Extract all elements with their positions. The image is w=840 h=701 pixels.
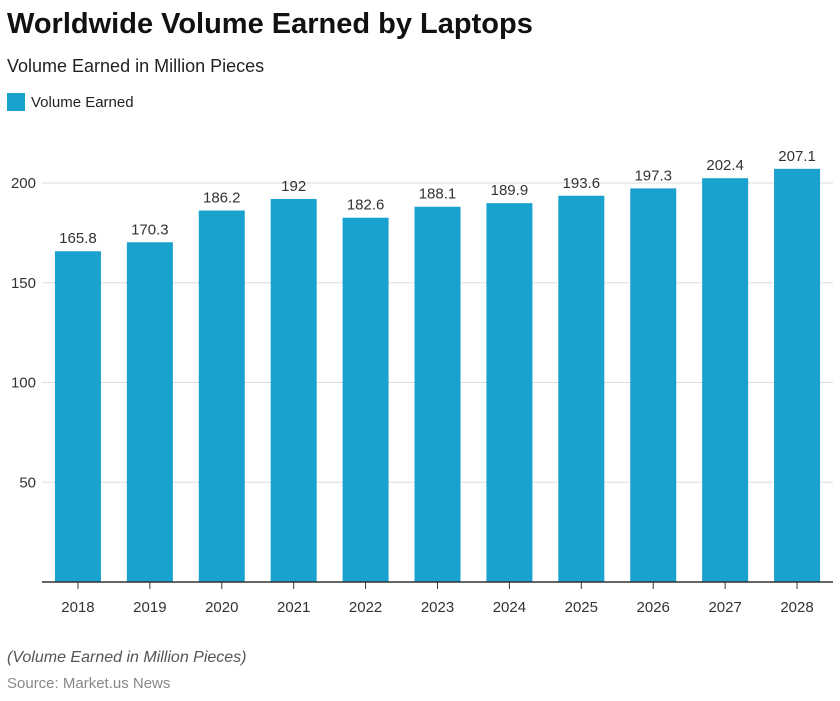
bar bbox=[198, 210, 245, 582]
bar bbox=[54, 251, 101, 582]
footnote: (Volume Earned in Million Pieces) bbox=[7, 649, 247, 666]
data-label: 197.3 bbox=[634, 167, 672, 184]
x-tick-label: 2019 bbox=[133, 599, 166, 616]
x-tick-label: 2025 bbox=[565, 599, 598, 616]
data-label: 165.8 bbox=[59, 230, 97, 247]
x-tick-label: 2026 bbox=[637, 599, 670, 616]
bar bbox=[486, 203, 533, 582]
data-label: 170.3 bbox=[131, 221, 169, 238]
y-tick-label: 50 bbox=[19, 474, 36, 491]
legend-label: Volume Earned bbox=[31, 93, 134, 111]
bar bbox=[630, 188, 677, 582]
data-label: 193.6 bbox=[563, 175, 601, 192]
y-tick-label: 100 bbox=[11, 375, 36, 392]
y-tick-label: 200 bbox=[11, 175, 36, 192]
x-tick-label: 2021 bbox=[277, 599, 310, 616]
x-tick-label: 2024 bbox=[493, 599, 526, 616]
legend-swatch bbox=[7, 93, 25, 111]
data-label: 186.2 bbox=[203, 190, 241, 207]
bar-chart: 50 100 150 200 165.8 2018 170.3 2019 186.2 2020 19… bbox=[11, 148, 833, 616]
bar bbox=[126, 242, 173, 582]
y-tick-label: 150 bbox=[11, 275, 36, 292]
x-tick-label: 2028 bbox=[780, 599, 813, 616]
x-tick-label: 2020 bbox=[205, 599, 238, 616]
bar bbox=[342, 217, 389, 582]
chart-subtitle: Volume Earned in Million Pieces bbox=[7, 56, 265, 76]
source: Source: Market.us News bbox=[7, 675, 171, 692]
data-label: 207.1 bbox=[778, 148, 816, 165]
data-label: 182.6 bbox=[347, 197, 385, 214]
bar bbox=[414, 206, 461, 583]
x-tick-label: 2027 bbox=[708, 599, 741, 616]
data-label: 192 bbox=[281, 178, 306, 195]
x-tick-label: 2018 bbox=[61, 599, 94, 616]
x-tick-label: 2023 bbox=[421, 599, 454, 616]
bar bbox=[558, 195, 605, 582]
bar bbox=[270, 198, 317, 582]
data-label: 188.1 bbox=[419, 186, 457, 203]
data-label: 189.9 bbox=[491, 182, 529, 199]
data-label: 202.4 bbox=[706, 157, 744, 174]
x-tick-label: 2022 bbox=[349, 599, 382, 616]
bar bbox=[702, 178, 749, 582]
legend: Volume Earned bbox=[7, 93, 134, 111]
chart-title: Worldwide Volume Earned by Laptops bbox=[7, 8, 533, 40]
bar bbox=[774, 168, 821, 582]
